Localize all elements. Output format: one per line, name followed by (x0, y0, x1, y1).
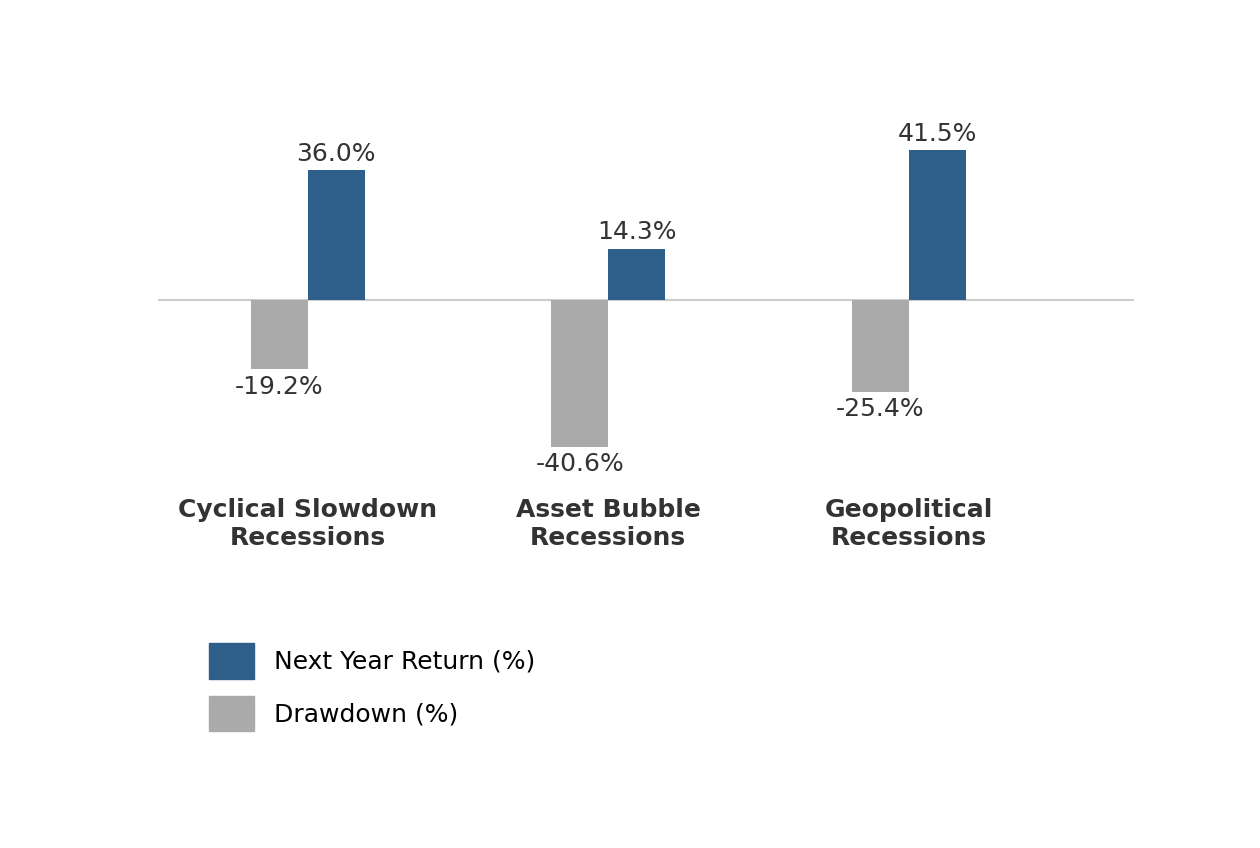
Text: Cyclical Slowdown
Recessions: Cyclical Slowdown Recessions (178, 498, 437, 550)
Text: 36.0%: 36.0% (296, 142, 375, 166)
Bar (307, 170, 365, 300)
Bar (609, 248, 665, 300)
Bar (251, 300, 307, 370)
Text: Asset Bubble
Recessions: Asset Bubble Recessions (515, 498, 701, 550)
Text: 14.3%: 14.3% (597, 220, 677, 244)
Text: 41.5%: 41.5% (897, 122, 977, 146)
Text: Geopolitical
Recessions: Geopolitical Recessions (824, 498, 993, 550)
Text: -40.6%: -40.6% (536, 452, 624, 476)
Bar (908, 150, 965, 300)
Bar (551, 300, 609, 447)
Legend: Next Year Return (%), Drawdown (%): Next Year Return (%), Drawdown (%) (209, 643, 536, 732)
Text: -25.4%: -25.4% (835, 397, 925, 421)
Bar (852, 300, 908, 392)
Text: -19.2%: -19.2% (234, 375, 324, 399)
